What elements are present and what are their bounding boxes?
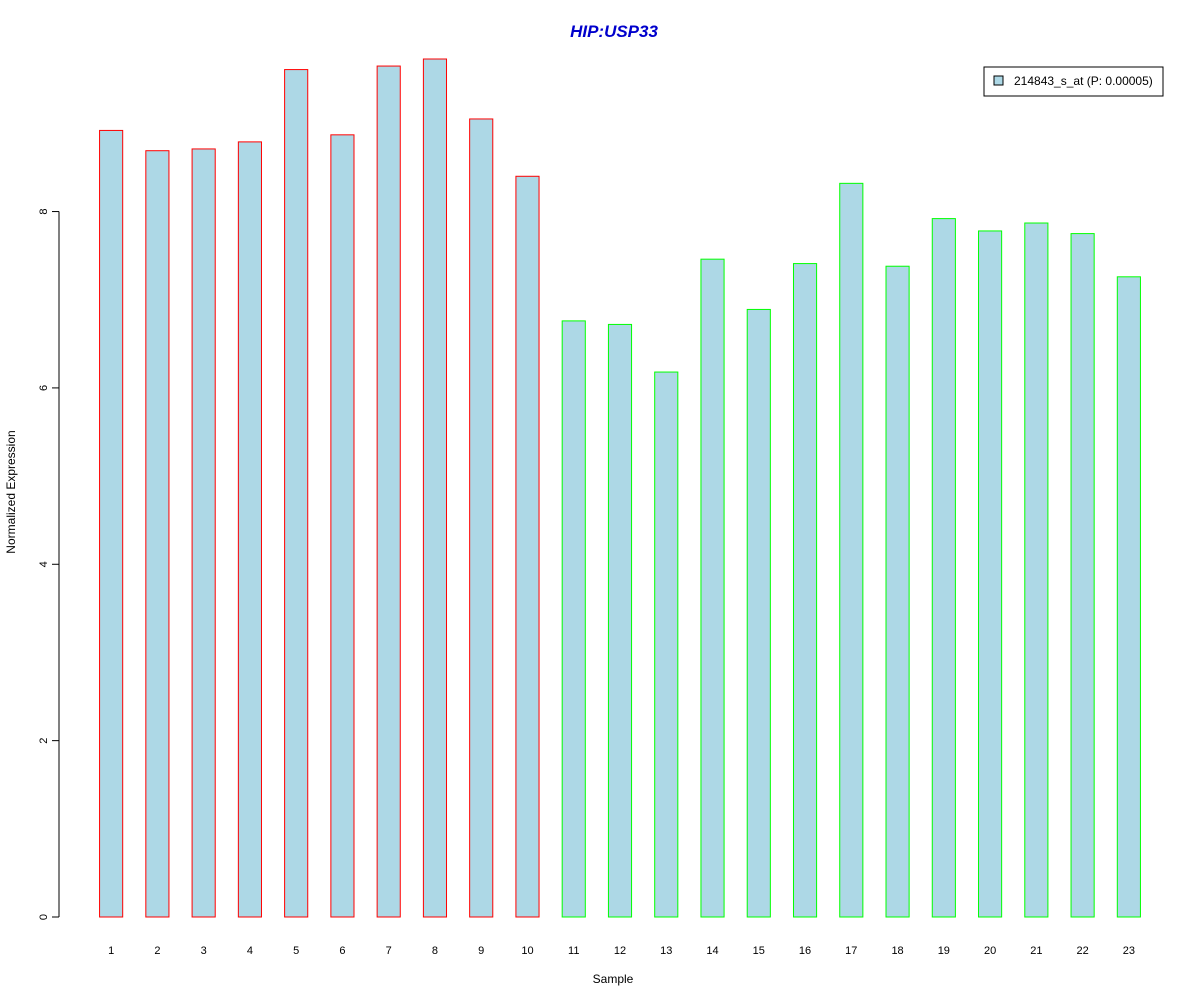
bar-sample-15 <box>746 308 771 918</box>
bar-sample-16 <box>792 263 818 918</box>
y-tick-label: 4 <box>38 561 50 567</box>
x-tick-label: 21 <box>1030 945 1042 957</box>
bar-sample-19 <box>931 218 956 918</box>
x-tick-label: 16 <box>799 945 811 957</box>
x-tick-label: 1 <box>108 945 114 957</box>
bar-sample-3 <box>191 148 216 918</box>
bar-sample-17 <box>839 182 864 918</box>
x-tick-label: 13 <box>660 945 672 957</box>
bar-sample-10 <box>515 175 540 918</box>
bar-sample-4 <box>237 141 262 918</box>
x-tick-label: 5 <box>293 945 299 957</box>
bar-sample-20 <box>978 230 1003 918</box>
x-tick-label: 14 <box>706 945 718 957</box>
x-tick-label: 17 <box>845 945 857 957</box>
bar-sample-2 <box>145 150 170 918</box>
bar-sample-12 <box>607 323 633 918</box>
x-tick-labels: 1 2 3 4 5 6 7 8 9 10 11 12 13 14 15 16 17 18 19 20 21 22 23 <box>108 945 1135 957</box>
bar-sample-9 <box>469 118 494 918</box>
y-axis-label: Normalized Expression <box>4 430 18 553</box>
bar-sample-1 <box>99 129 124 918</box>
x-tick-label: 18 <box>891 945 903 957</box>
bar-sample-14 <box>700 258 725 918</box>
x-tick-label: 11 <box>568 945 579 957</box>
bar-sample-23 <box>1116 276 1141 918</box>
bars-group <box>99 58 1141 918</box>
x-tick-label: 19 <box>938 945 950 957</box>
bar-sample-13 <box>654 371 679 918</box>
bar-sample-5 <box>284 69 309 918</box>
y-axis: 0 2 4 6 8 <box>38 208 60 920</box>
legend-swatch <box>993 75 1004 86</box>
x-axis-label: Sample <box>593 972 634 986</box>
bar-sample-22 <box>1070 233 1095 918</box>
bar-sample-7 <box>376 65 401 918</box>
x-tick-label: 15 <box>753 945 765 957</box>
x-tick-label: 23 <box>1123 945 1135 957</box>
y-tick-label: 8 <box>38 208 50 214</box>
x-tick-label: 20 <box>984 945 996 957</box>
chart-title: HIP:USP33 <box>570 22 658 41</box>
x-tick-label: 8 <box>432 945 438 957</box>
x-tick-label: 10 <box>521 945 533 957</box>
legend-box <box>983 66 1164 97</box>
legend-entry-label: 214843_s_at (P: 0.00005) <box>1014 74 1153 88</box>
y-tick-label: 0 <box>38 914 50 920</box>
bar-sample-18 <box>885 265 910 918</box>
x-tick-label: 4 <box>247 945 253 957</box>
y-tick-label: 2 <box>38 738 50 744</box>
x-tick-label: 6 <box>339 945 345 957</box>
bar-sample-6 <box>330 134 355 918</box>
x-tick-label: 3 <box>201 945 207 957</box>
x-tick-label: 9 <box>478 945 484 957</box>
bar-sample-8 <box>422 58 448 918</box>
bar-sample-11 <box>561 320 586 918</box>
x-tick-label: 12 <box>614 945 626 957</box>
x-tick-label: 2 <box>154 945 160 957</box>
y-tick-label: 6 <box>38 385 50 391</box>
x-tick-label: 7 <box>386 945 392 957</box>
legend: 214843_s_at (P: 0.00005) <box>983 66 1164 97</box>
x-tick-label: 22 <box>1076 945 1088 957</box>
bar-sample-21 <box>1024 222 1049 918</box>
